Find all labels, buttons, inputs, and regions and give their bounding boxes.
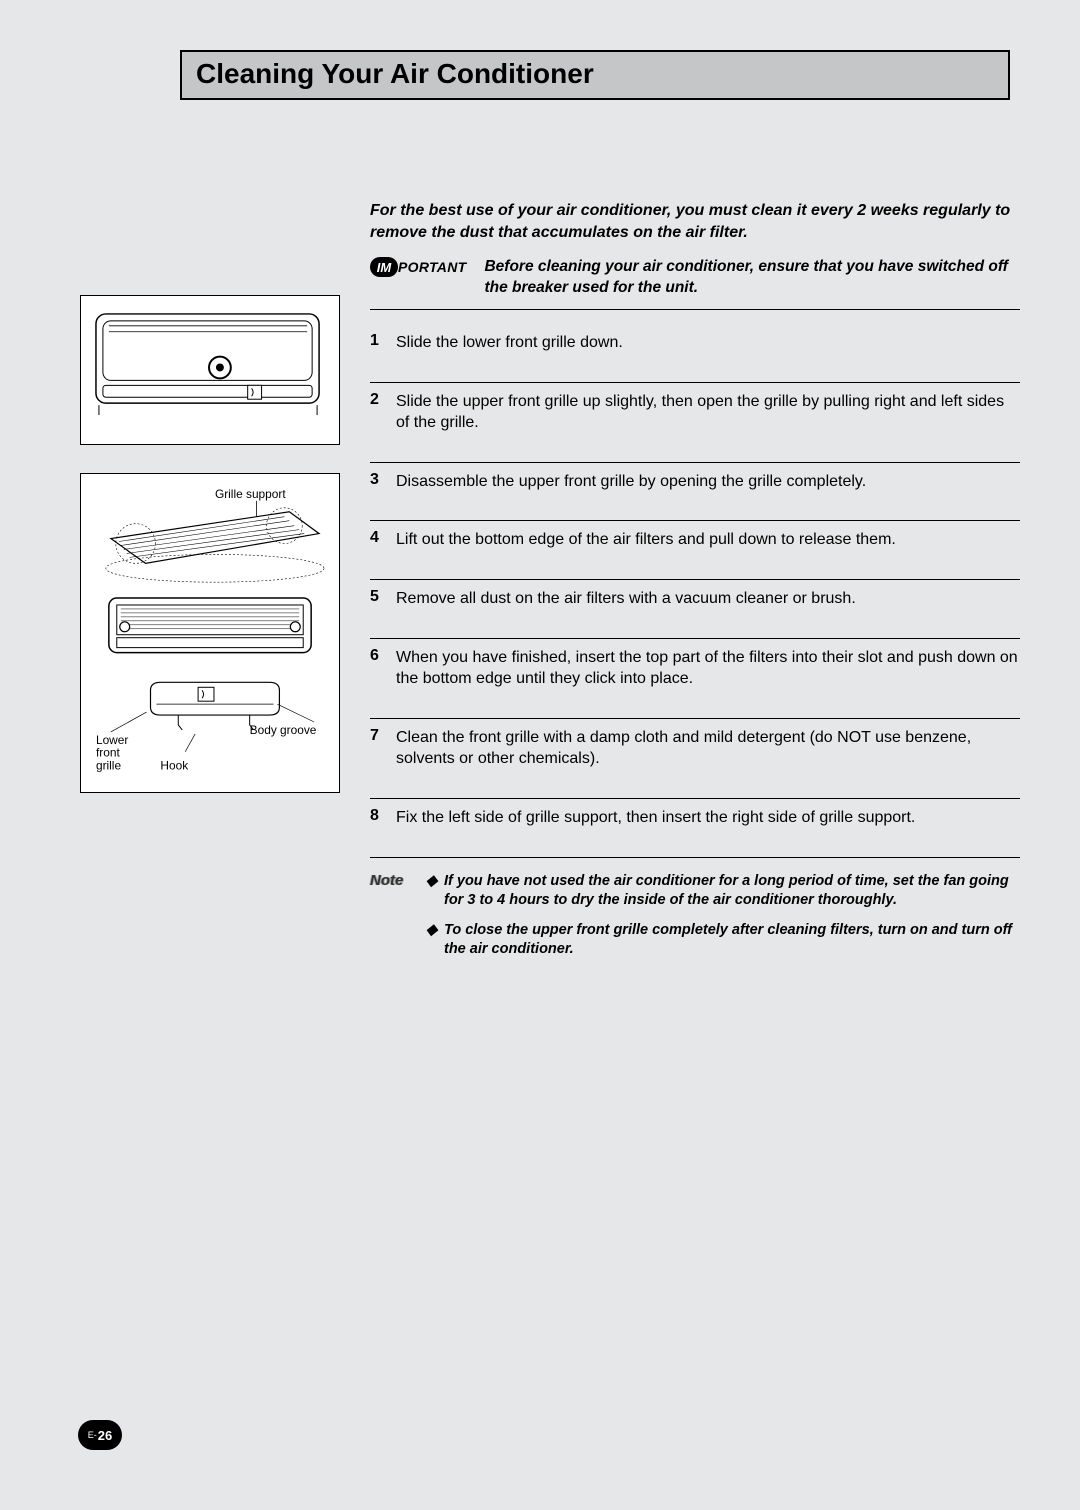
step-num: 4: [370, 529, 396, 551]
step-num: 3: [370, 471, 396, 493]
page-prefix: E-: [88, 1430, 97, 1440]
step-4: 4 Lift out the bottom edge of the air fi…: [370, 521, 1020, 580]
important-row: IM PORTANT Before cleaning your air cond…: [370, 257, 1020, 310]
page-number: 26: [98, 1428, 112, 1443]
note-block: Note ◆ If you have not used the air cond…: [370, 872, 1020, 970]
content-row: Grille support: [80, 200, 1020, 970]
step-6: 6 When you have finished, insert the top…: [370, 639, 1020, 719]
important-text: Before cleaning your air conditioner, en…: [484, 257, 1020, 299]
step-2: 2 Slide the upper front grille up slight…: [370, 383, 1020, 463]
note-text: If you have not used the air conditioner…: [444, 872, 1020, 911]
note-text: To close the upper front grille complete…: [444, 921, 1020, 960]
text-column: For the best use of your air conditioner…: [340, 200, 1020, 970]
step-8: 8 Fix the left side of grille support, t…: [370, 799, 1020, 858]
svg-label-lower: Lower: [96, 733, 128, 747]
step-num: 5: [370, 588, 396, 610]
page-number-badge: E- 26: [78, 1420, 122, 1450]
svg-label-front: front: [96, 746, 120, 760]
step-num: 8: [370, 807, 396, 829]
svg-label-grille: grille: [96, 759, 121, 773]
note-item: ◆ If you have not used the air condition…: [426, 872, 1020, 911]
manual-page: Cleaning Your Air Conditioner: [0, 0, 1080, 1510]
important-im-icon: IM: [370, 257, 398, 277]
step-text: Slide the lower front grille down.: [396, 332, 623, 354]
step-3: 3 Disassemble the upper front grille by …: [370, 463, 1020, 522]
svg-label-body-groove: Body groove: [250, 723, 317, 737]
note-item: ◆ To close the upper front grille comple…: [426, 921, 1020, 960]
svg-label-hook: Hook: [160, 759, 188, 773]
page-title-bar: Cleaning Your Air Conditioner: [180, 50, 1010, 100]
step-5: 5 Remove all dust on the air filters wit…: [370, 580, 1020, 639]
step-text: Slide the upper front grille up slightly…: [396, 391, 1020, 434]
step-text: Lift out the bottom edge of the air filt…: [396, 529, 896, 551]
diagram-unit-front: [80, 295, 340, 445]
step-num: 7: [370, 727, 396, 770]
intro-text: For the best use of your air conditioner…: [370, 200, 1020, 243]
diamond-bullet-icon: ◆: [426, 921, 444, 960]
step-text: Clean the front grille with a damp cloth…: [396, 727, 1020, 770]
unit-front-svg: [91, 306, 329, 435]
step-text: Disassemble the upper front grille by op…: [396, 471, 866, 493]
step-num: 2: [370, 391, 396, 434]
diagram-exploded: Grille support: [80, 473, 340, 793]
diagram-column: Grille support: [80, 200, 340, 970]
diamond-bullet-icon: ◆: [426, 872, 444, 911]
step-7: 7 Clean the front grille with a damp clo…: [370, 719, 1020, 799]
step-1: 1 Slide the lower front grille down.: [370, 324, 1020, 383]
note-label: Note: [370, 872, 426, 970]
step-num: 1: [370, 332, 396, 354]
step-text: Remove all dust on the air filters with …: [396, 588, 856, 610]
note-list: ◆ If you have not used the air condition…: [426, 872, 1020, 970]
important-label: PORTANT: [398, 259, 466, 275]
page-title: Cleaning Your Air Conditioner: [196, 58, 994, 90]
important-badge: IM PORTANT: [370, 257, 466, 277]
svg-label-grille-support: Grille support: [215, 487, 286, 501]
exploded-svg: Grille support: [91, 484, 329, 782]
step-text: When you have finished, insert the top p…: [396, 647, 1020, 690]
step-num: 6: [370, 647, 396, 690]
step-text: Fix the left side of grille support, the…: [396, 807, 915, 829]
